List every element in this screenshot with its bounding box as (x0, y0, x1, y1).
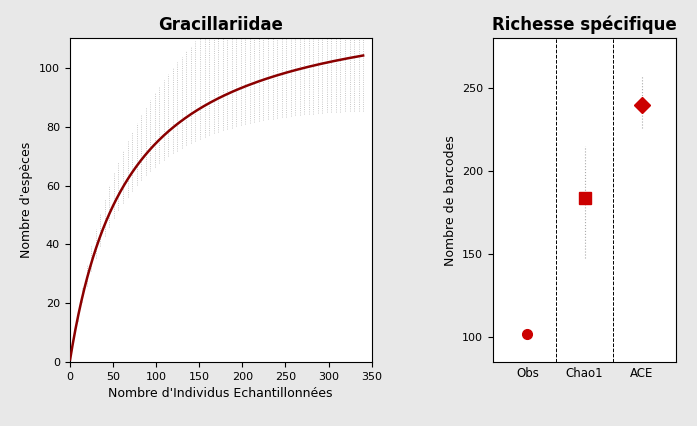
Title: Gracillariidae: Gracillariidae (158, 16, 283, 34)
X-axis label: Nombre d'Individus Echantillonnées: Nombre d'Individus Echantillonnées (109, 387, 333, 400)
Y-axis label: Nombre de barcodes: Nombre de barcodes (443, 135, 457, 265)
Title: Richesse spécifique: Richesse spécifique (492, 15, 677, 34)
Y-axis label: Nombre d'espèces: Nombre d'espèces (20, 142, 33, 258)
